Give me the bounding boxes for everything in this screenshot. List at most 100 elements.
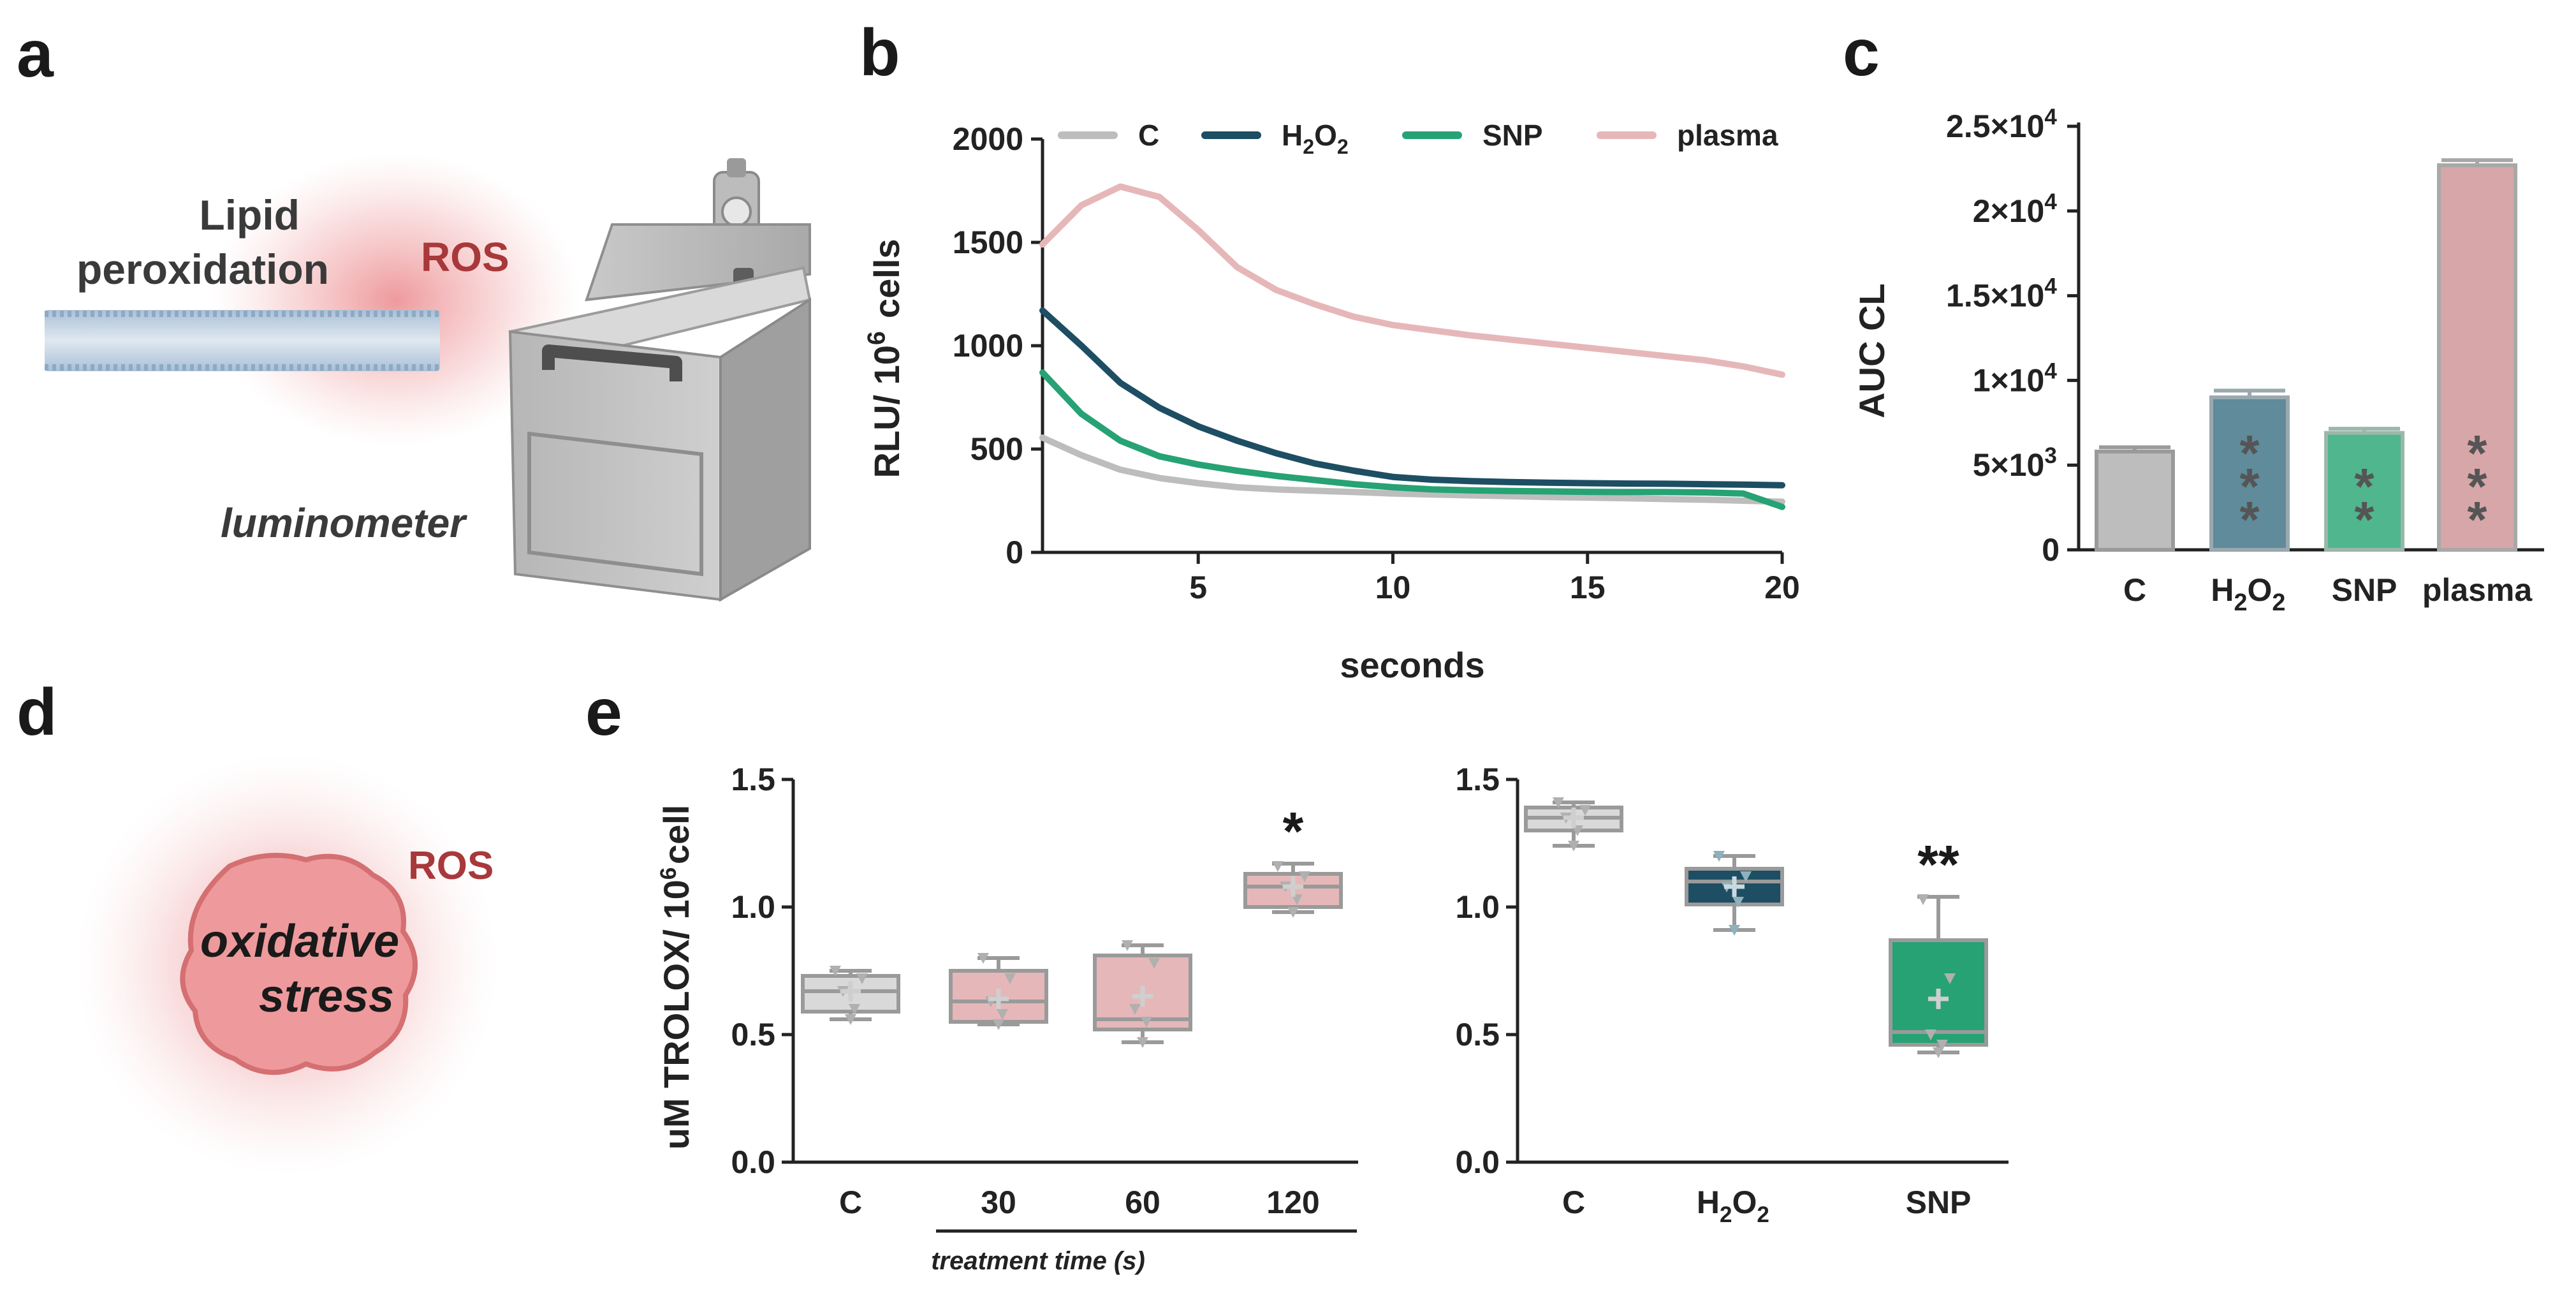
panel-letter-d: d <box>17 675 57 749</box>
e-right-data-point <box>1944 973 1956 984</box>
e-right-x-tick-label: C <box>1562 1184 1585 1220</box>
e-left-data-point <box>1129 1004 1141 1015</box>
b-series-line-plasma <box>1039 183 1785 378</box>
c-y-tick-label: 1×104 <box>1973 358 2060 398</box>
e-right-mean-marker <box>1928 989 1949 1009</box>
b-y-tick-label: 500 <box>970 431 1023 467</box>
e-right-mean-marker <box>1563 808 1584 828</box>
e-left-x-tick-label: C <box>839 1184 862 1220</box>
e-left-y-tick-label: 1.0 <box>731 889 775 925</box>
cell-icon <box>180 852 418 1075</box>
c-bar-H2O2 <box>2209 395 2290 552</box>
c-x-tick-label: C <box>2123 572 2146 608</box>
b-y-tick-label: 2000 <box>953 121 1023 157</box>
panel-letter-c: c <box>1843 16 1880 90</box>
b-x-tick-label: 20 <box>1764 570 1800 605</box>
e-right-data-point <box>1568 841 1579 852</box>
c-x-tick-label: plasma <box>2422 572 2533 608</box>
c-y-tick-label: 2×104 <box>1973 189 2060 229</box>
e-left-data-point <box>1141 1017 1152 1028</box>
panel-letter-b: b <box>860 16 900 90</box>
e-right-y-tick-label: 0.0 <box>1455 1144 1500 1180</box>
e-left-significance: * <box>1283 801 1304 861</box>
c-x-tick-label: SNP <box>2332 572 2397 608</box>
b-legend-label-plasma: plasma <box>1677 119 1778 152</box>
chart-e-left-box: 0.0 0.5 1.0 1.5 C 30 60 120 * uM TROLOX/ 106 cell… <box>656 762 1358 1275</box>
e-right-data-point <box>1553 797 1564 808</box>
e-right-mean-marker <box>1724 876 1745 897</box>
chart-e-right-box: 0.0 0.5 1.0 1.5 C H2O2 SNP ** <box>1455 762 2009 1227</box>
c-significance-star: * <box>2239 425 2260 482</box>
b-y-tick-label: 1000 <box>953 328 1023 364</box>
e-left-data-point <box>997 1009 1008 1020</box>
lipid-membrane-icon <box>45 310 440 371</box>
e-left-data-point <box>1291 894 1303 905</box>
c-bar-SNP <box>2324 431 2404 552</box>
e-right-data-point <box>1713 851 1725 862</box>
e-right-data-point <box>1936 1040 1948 1051</box>
e-left-data-point <box>845 1014 856 1025</box>
chart-c-bar: 0 5×103 1×104 1.5×104 2×104 2.5×104 AUC C… <box>1852 105 2544 616</box>
panel-letter-a: a <box>17 17 54 91</box>
e-left-data-point <box>1272 861 1284 872</box>
b-series-line-SNP <box>1039 369 1785 510</box>
c-y-tick-label: 0 <box>2042 532 2060 568</box>
e-left-x-tick-label: 120 <box>1266 1184 1319 1220</box>
e-left-data-point <box>1122 940 1133 951</box>
luminometer-icon <box>508 158 812 602</box>
e-right-data-point <box>1925 1029 1936 1040</box>
e-left-mean-marker <box>1283 876 1303 897</box>
e-left-y-tick-label: 0.5 <box>731 1017 775 1052</box>
e-left-x-tick-label: 60 <box>1125 1184 1160 1220</box>
b-series-line-H2O2 <box>1039 307 1785 489</box>
b-y-tick-label: 0 <box>1006 535 1023 570</box>
e-left-data-point <box>830 966 841 977</box>
c-bar-C <box>2095 449 2175 552</box>
c-significance-star: * <box>2239 491 2260 548</box>
e-left-group-label: treatment time (s) <box>931 1247 1145 1275</box>
c-x-tick-label: H2O2 <box>2211 572 2288 616</box>
panel-a-illustration: Lipid peroxidation ROS luminometer <box>45 153 812 602</box>
panel-d-illustration: ROS oxidative stress <box>77 754 497 1175</box>
e-right-x-tick-label: SNP <box>1906 1184 1972 1220</box>
e-left-mean-marker <box>988 989 1009 1009</box>
e-left-data-point <box>1148 958 1160 969</box>
stress-line2: stress <box>259 971 394 1022</box>
b-x-tick-label: 10 <box>1375 570 1411 605</box>
ros-glow <box>210 153 580 446</box>
e-left-data-point <box>1004 973 1016 984</box>
e-left-data-point <box>1137 1037 1148 1048</box>
e-left-data-point <box>993 1019 1004 1030</box>
b-legend-label-H2O2: H2O2 <box>1282 119 1351 158</box>
e-right-y-tick-label: 1.0 <box>1455 889 1500 925</box>
e-left-y-label: uM TROLOX/ 106 cell <box>656 805 696 1150</box>
e-right-data-point <box>1579 805 1591 816</box>
e-right-y-tick-label: 1.5 <box>1455 762 1500 797</box>
e-right-data-point <box>1729 925 1740 936</box>
chart-b-line: 0 500 1000 1500 2000 5 10 15 20 seconds RLU/ 106 c… <box>863 119 1800 685</box>
e-right-x-tick-label: H2O2 <box>1697 1184 1772 1227</box>
c-y-tick-label: 2.5×104 <box>1946 105 2060 144</box>
stress-line1: oxidative <box>200 916 399 967</box>
e-left-data-point <box>977 953 989 964</box>
b-series-line-C <box>1039 434 1785 505</box>
e-left-y-tick-label: 1.5 <box>731 762 775 797</box>
e-right-data-point <box>1732 897 1744 908</box>
b-y-tick-label: 1500 <box>953 225 1023 260</box>
e-left-data-point <box>849 1004 860 1015</box>
c-significance-star: * <box>2239 458 2260 515</box>
lipid-label-line2: peroxidation <box>77 246 329 293</box>
c-significance-star: * <box>2467 491 2487 548</box>
e-left-mean-marker <box>840 981 861 1001</box>
e-left-data-point <box>856 973 868 984</box>
c-y-tick-label: 5×103 <box>1973 443 2060 483</box>
ros-label-d: ROS <box>408 844 494 888</box>
e-left-x-tick-label: 30 <box>981 1184 1016 1220</box>
e-right-data-point <box>1917 894 1929 905</box>
e-right-data-point <box>1572 825 1583 836</box>
b-legend-label-C: C <box>1138 119 1159 152</box>
b-y-label: RLU/ 106 cells <box>863 239 907 478</box>
ros-label-a: ROS <box>421 234 509 280</box>
e-right-y-tick-label: 0.5 <box>1455 1017 1500 1052</box>
